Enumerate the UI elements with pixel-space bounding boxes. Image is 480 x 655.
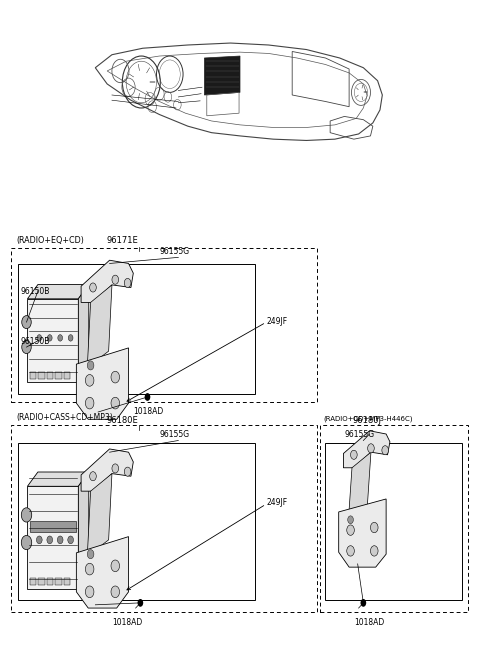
Bar [12, 425, 317, 612]
Circle shape [87, 361, 94, 370]
Text: (RADIO+EQ+CD): (RADIO+EQ+CD) [16, 236, 84, 245]
Bar [56, 578, 61, 586]
Bar [27, 299, 78, 382]
Bar [64, 372, 70, 379]
Bar [27, 486, 78, 589]
Text: 96155G: 96155G [159, 430, 190, 440]
Circle shape [68, 335, 73, 341]
Circle shape [36, 536, 42, 544]
Text: 249JF: 249JF [266, 316, 287, 326]
Circle shape [68, 536, 73, 544]
Circle shape [360, 599, 366, 607]
Text: 96171E: 96171E [106, 236, 138, 245]
Text: 96180J: 96180J [353, 416, 382, 425]
Circle shape [112, 464, 119, 473]
Circle shape [348, 516, 353, 523]
Polygon shape [27, 472, 89, 486]
Polygon shape [343, 431, 390, 468]
Circle shape [48, 335, 52, 341]
Bar [56, 372, 61, 379]
Polygon shape [78, 472, 89, 589]
Circle shape [144, 393, 150, 401]
Circle shape [37, 335, 42, 341]
Bar [64, 578, 70, 586]
Circle shape [85, 586, 94, 597]
Bar [18, 443, 255, 600]
Text: 96180E: 96180E [106, 416, 138, 425]
Bar [325, 443, 462, 600]
Circle shape [368, 443, 374, 453]
Circle shape [21, 508, 32, 522]
Circle shape [87, 550, 94, 559]
Circle shape [85, 563, 94, 575]
Text: 1018AD: 1018AD [133, 407, 164, 416]
Polygon shape [27, 284, 89, 299]
Circle shape [47, 536, 53, 544]
Bar [38, 578, 45, 586]
Text: 96155G: 96155G [344, 430, 374, 440]
Circle shape [58, 335, 62, 341]
Circle shape [371, 546, 378, 556]
Polygon shape [78, 284, 89, 382]
Circle shape [111, 397, 120, 409]
Text: 1018AD: 1018AD [354, 618, 384, 627]
Circle shape [90, 472, 96, 481]
Bar [320, 425, 468, 612]
Bar [47, 578, 53, 586]
Circle shape [90, 283, 96, 292]
Polygon shape [76, 536, 129, 608]
Polygon shape [87, 285, 112, 367]
Bar [38, 372, 45, 379]
Text: 1018AD: 1018AD [112, 618, 142, 627]
Circle shape [382, 445, 388, 455]
Bar [30, 578, 36, 586]
Polygon shape [81, 449, 133, 491]
Bar [30, 521, 76, 533]
Polygon shape [76, 348, 129, 419]
Circle shape [347, 525, 354, 535]
Bar [18, 264, 255, 394]
Circle shape [350, 450, 357, 459]
Circle shape [347, 546, 354, 556]
Circle shape [21, 535, 32, 550]
Text: 96155G: 96155G [159, 247, 190, 256]
Circle shape [111, 371, 120, 383]
Circle shape [137, 599, 143, 607]
Circle shape [111, 560, 120, 572]
Circle shape [57, 536, 63, 544]
Text: 96150B: 96150B [21, 337, 50, 346]
Bar [47, 372, 53, 379]
Circle shape [371, 522, 378, 533]
Text: (RADIO+CD+MP3-H446C): (RADIO+CD+MP3-H446C) [324, 416, 413, 422]
Circle shape [112, 275, 119, 284]
Text: 249JF: 249JF [266, 498, 287, 508]
Polygon shape [204, 56, 240, 95]
Circle shape [22, 316, 31, 329]
Polygon shape [339, 499, 386, 567]
Polygon shape [348, 452, 371, 523]
Polygon shape [87, 474, 112, 556]
Circle shape [85, 375, 94, 386]
Circle shape [22, 341, 31, 354]
Circle shape [124, 467, 131, 476]
Circle shape [124, 278, 131, 288]
Circle shape [85, 397, 94, 409]
Polygon shape [81, 260, 133, 303]
Circle shape [111, 586, 120, 597]
Bar [12, 248, 317, 402]
Text: 96150B: 96150B [21, 288, 50, 296]
Bar [30, 372, 36, 379]
Text: (RADIO+CASS+CD+MP3): (RADIO+CASS+CD+MP3) [16, 413, 113, 422]
